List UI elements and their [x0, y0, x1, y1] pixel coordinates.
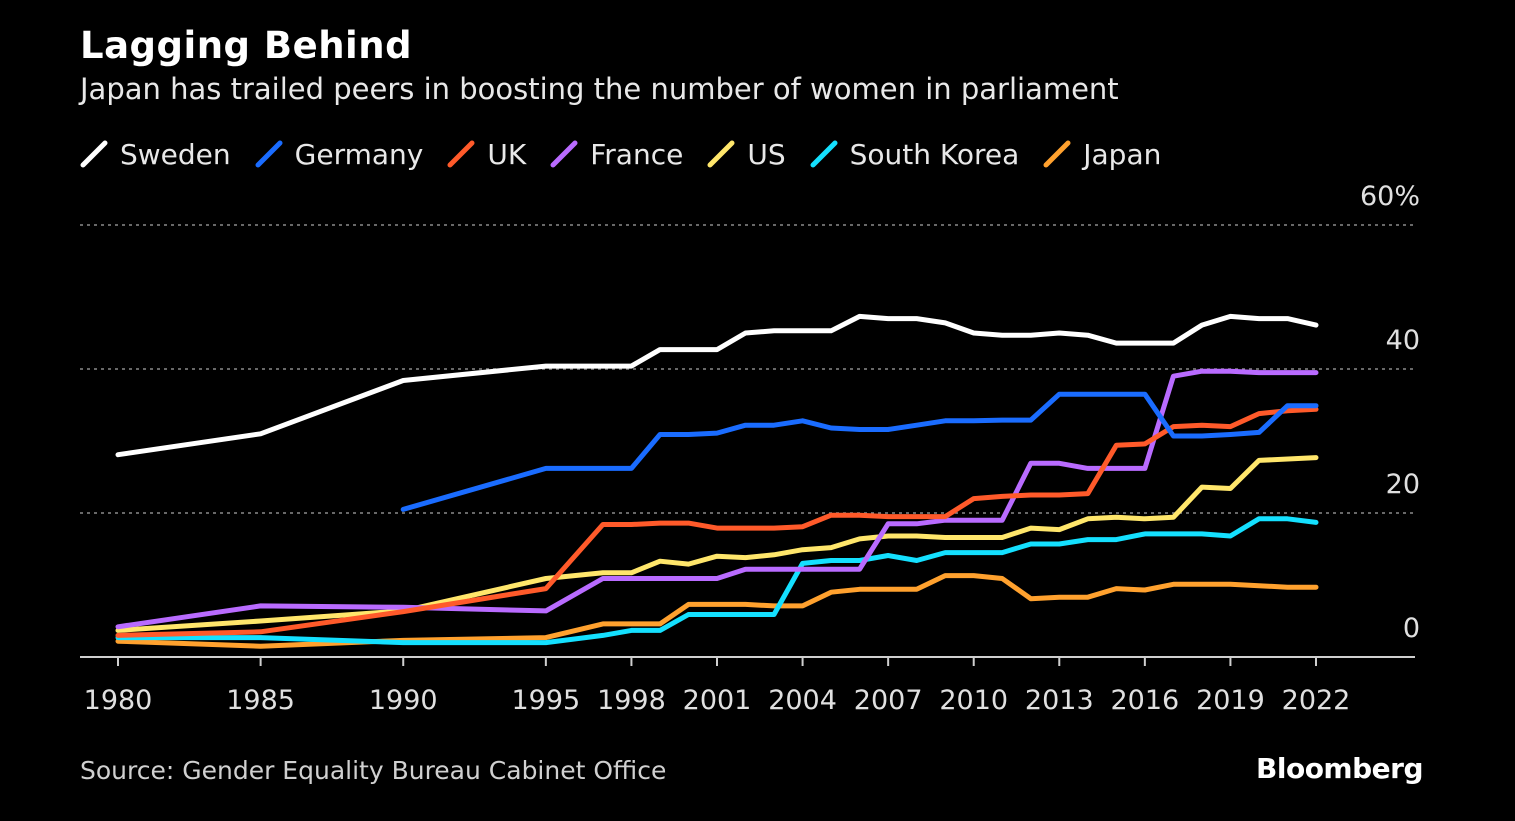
x-tick-label: 2004 [768, 685, 837, 716]
x-tick-label: 2007 [854, 685, 923, 716]
x-tick-label: 2010 [939, 685, 1008, 716]
legend-swatch-icon [810, 140, 838, 168]
y-tick-label: 60% [1360, 181, 1420, 212]
chart-subtitle: Japan has trailed peers in boosting the … [80, 72, 1119, 106]
x-tick-label: 2022 [1282, 685, 1351, 716]
legend-label: Japan [1083, 137, 1162, 171]
legend-swatch-icon [550, 140, 578, 168]
series-line-sweden [115, 313, 1319, 458]
x-tick-label: 2016 [1110, 685, 1179, 716]
x-tick-label: 1980 [84, 685, 153, 716]
chart-title: Lagging Behind [80, 24, 413, 67]
legend-swatch-icon [255, 140, 283, 168]
legend-item-germany: Germany [255, 137, 424, 171]
x-tick-label: 1998 [597, 685, 666, 716]
legend-label: UK [487, 137, 527, 171]
x-tick-label: 1985 [226, 685, 295, 716]
y-tick-label: 0 [1403, 613, 1420, 644]
legend-item-japan: Japan [1043, 138, 1161, 171]
series-line-uk [115, 406, 1319, 638]
legend-item-south-korea: South Korea [810, 137, 1020, 171]
y-tick-label: 20 [1386, 469, 1420, 500]
legend-item-uk: UK [447, 138, 526, 171]
series-line-germany [400, 391, 1319, 512]
series-line-japan [115, 573, 1319, 649]
x-tick-label: 1990 [369, 685, 438, 716]
bloomberg-logo: Bloomberg [1256, 752, 1423, 785]
legend-swatch-icon [707, 140, 735, 168]
x-tick-label: 2001 [683, 685, 752, 716]
legend-label: France [590, 137, 684, 171]
legend-item-us: US [707, 137, 786, 171]
legend-label: South Korea [849, 137, 1020, 171]
legend-swatch-icon [447, 140, 475, 168]
x-tick-label: 2013 [1025, 685, 1094, 716]
series-line-france [115, 368, 1319, 630]
legend-label: Sweden [120, 137, 231, 171]
legend-swatch-icon [1043, 140, 1071, 168]
legend-label: Germany [294, 137, 424, 171]
source-note: Source: Gender Equality Bureau Cabinet O… [80, 756, 667, 785]
series-line-south-korea [115, 516, 1319, 646]
series-line-us [115, 455, 1319, 633]
legend-label: US [747, 137, 786, 171]
legend: Sweden Germany UK France US South Korea Japan [80, 134, 1185, 174]
legend-swatch-icon [80, 140, 108, 168]
legend-item-france: France [550, 138, 683, 171]
legend-item-sweden: Sweden [80, 138, 231, 171]
x-tick-label: 2019 [1196, 685, 1265, 716]
y-tick-label: 40 [1386, 325, 1420, 356]
x-tick-label: 1995 [511, 685, 580, 716]
